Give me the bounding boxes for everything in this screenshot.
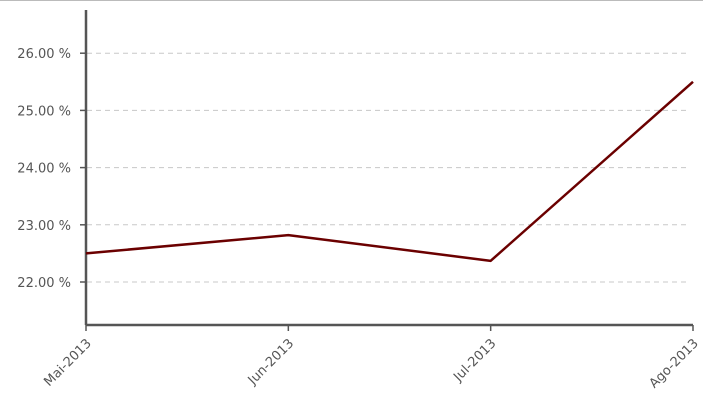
y-tick-label: 24.00 % [17,162,71,177]
x-tick-label: Jul-2013 [450,336,499,385]
series-layer [86,82,693,261]
y-tick-label: 26.00 % [17,47,71,62]
x-tick-label: Jun-2013 [245,336,297,388]
y-tick-label: 23.00 % [17,219,71,234]
x-axis-tick-labels: Mai-2013 Jun-2013 Jul-2013 Ago-2013 [41,336,701,391]
x-tick-label: Ago-2013 [647,336,702,391]
x-tick-label: Mai-2013 [41,336,94,389]
y-tick-label: 25.00 % [17,104,71,119]
series-line [86,82,693,261]
y-tick-label: 22.00 % [17,276,71,291]
y-axis-tick-labels: 22.00 % 23.00 % 24.00 % 25.00 % 26.00 % [17,47,71,291]
